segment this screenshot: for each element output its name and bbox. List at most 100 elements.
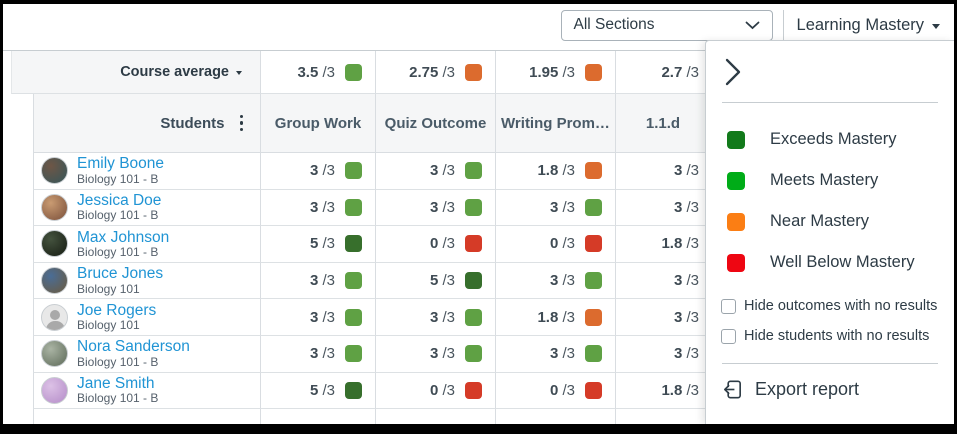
score-cell: 3.5 /3 bbox=[261, 51, 376, 94]
score-cell: 3 /3 bbox=[496, 262, 616, 300]
score-cell: 1.95 /3 bbox=[496, 51, 616, 94]
sections-dropdown[interactable]: All Sections bbox=[560, 9, 773, 41]
column-header-row: Students Group Work Quiz Outcome Writing P… bbox=[3, 94, 711, 153]
mastery-square bbox=[465, 63, 482, 81]
mastery-square bbox=[585, 63, 602, 81]
score-value: 2.7 /3 bbox=[661, 63, 699, 81]
avatar bbox=[41, 267, 68, 295]
score-cell: 0 /3 bbox=[496, 372, 616, 410]
checkbox-icon[interactable] bbox=[721, 328, 736, 344]
mastery-square bbox=[345, 198, 362, 216]
mastery-square bbox=[585, 308, 602, 326]
mastery-square bbox=[345, 162, 362, 180]
score-value: 0 /3 bbox=[429, 235, 455, 253]
score-cell: 2.75 /3 bbox=[376, 51, 496, 94]
avatar-torso bbox=[45, 320, 65, 330]
student-name-link[interactable]: Jane Smith bbox=[77, 374, 155, 392]
mastery-square bbox=[585, 198, 602, 216]
mastery-square bbox=[345, 381, 362, 399]
course-average-cells: 3.5 /3 2.75 /3 1.95 /3 2.7 /3 bbox=[261, 51, 711, 94]
score-cell: 3 /3 bbox=[616, 153, 711, 190]
student-name-link[interactable]: Nora Sanderson bbox=[77, 338, 190, 356]
score-cell: 3 /3 bbox=[496, 189, 616, 227]
learning-mastery-gradebook: All Sections Learning Mastery Course ave… bbox=[3, 4, 954, 424]
score-value: 0 /3 bbox=[549, 235, 575, 253]
student-name-link[interactable]: Jessica Doe bbox=[77, 191, 162, 209]
checkbox-label: Hide students with no results bbox=[744, 328, 930, 344]
outcome-column-header[interactable]: 1.1.d bbox=[616, 94, 711, 153]
score-cell: 1.8 /3 bbox=[616, 372, 711, 410]
learning-mastery-dropdown[interactable]: Learning Mastery bbox=[797, 16, 940, 35]
score-cell: 3 /3 bbox=[616, 335, 711, 373]
mastery-square bbox=[585, 272, 602, 290]
filter-checkboxes: Hide outcomes with no results Hide studen… bbox=[706, 287, 954, 353]
score-value: 3 /3 bbox=[309, 345, 335, 363]
export-report-button[interactable]: Export report bbox=[721, 378, 859, 401]
score-value: 3 /3 bbox=[673, 345, 699, 363]
student-info: Joe Rogers Biology 101 bbox=[77, 302, 156, 333]
score-value: 3 /3 bbox=[309, 308, 335, 326]
student-cell: Max Johnson Biology 101 - B bbox=[33, 226, 261, 263]
gradebook-grid: Course average 3.5 /3 2.75 /3 1.95 /3 2.7 /… bbox=[3, 50, 711, 424]
student-course-label: Biology 101 - B bbox=[77, 208, 159, 223]
empty-cell bbox=[616, 409, 711, 424]
score-cell: 1.8 /3 bbox=[496, 153, 616, 190]
score-value: 5 /3 bbox=[309, 381, 335, 399]
student-cell: Jessica Doe Biology 101 - B bbox=[33, 189, 261, 227]
toolbar-divider bbox=[782, 10, 784, 40]
checkbox-label: Hide outcomes with no results bbox=[744, 298, 938, 314]
students-column-header[interactable]: Students bbox=[33, 94, 261, 153]
student-name-link[interactable]: Emily Boone bbox=[77, 155, 165, 173]
score-cell: 3 /3 bbox=[376, 153, 496, 190]
partial-empty-row bbox=[3, 409, 711, 424]
students-menu-icon[interactable] bbox=[237, 112, 247, 135]
student-name-link[interactable]: Bruce Jones bbox=[77, 265, 164, 283]
avatar bbox=[41, 230, 68, 258]
student-name-link[interactable]: Max Johnson bbox=[77, 228, 170, 246]
score-value: 3 /3 bbox=[673, 162, 699, 180]
legend-item: Meets Mastery bbox=[706, 160, 954, 201]
score-value: 2.75 /3 bbox=[409, 63, 455, 81]
row-gutter bbox=[3, 226, 33, 263]
score-cell: 1.8 /3 bbox=[496, 299, 616, 336]
row-gutter bbox=[3, 263, 33, 300]
avatar bbox=[41, 376, 68, 404]
outcome-column-header[interactable]: Writing Prom… bbox=[496, 94, 616, 153]
filter-checkbox[interactable]: Hide outcomes with no results bbox=[706, 291, 954, 321]
checkbox-icon[interactable] bbox=[721, 298, 736, 314]
score-cell: 3 /3 bbox=[261, 299, 376, 336]
student-row: Jane Smith Biology 101 - B 5 /3 0 /3 0 /3 1.8… bbox=[3, 372, 711, 410]
student-cell: Jane Smith Biology 101 - B bbox=[33, 372, 261, 410]
score-cell: 3 /3 bbox=[376, 299, 496, 336]
mastery-level-square bbox=[727, 171, 745, 190]
outcome-column-header[interactable]: Quiz Outcome bbox=[376, 94, 496, 153]
student-row: Max Johnson Biology 101 - B 5 /3 0 /3 0 /3 1.… bbox=[3, 226, 711, 263]
course-average-header[interactable]: Course average bbox=[11, 51, 261, 94]
student-info: Nora Sanderson Biology 101 - B bbox=[77, 338, 190, 369]
legend-item: Exceeds Mastery bbox=[706, 119, 954, 160]
mastery-square bbox=[465, 235, 482, 253]
score-value: 1.8 /3 bbox=[537, 308, 575, 326]
caret-down-icon bbox=[932, 23, 940, 29]
student-name-link[interactable]: Joe Rogers bbox=[77, 301, 157, 319]
mastery-square bbox=[345, 308, 362, 326]
score-value: 3.5 /3 bbox=[297, 63, 335, 81]
legend-item: Near Mastery bbox=[706, 201, 954, 242]
score-cell: 0 /3 bbox=[496, 226, 616, 263]
mastery-square bbox=[465, 162, 482, 180]
course-average-label: Course average bbox=[120, 64, 229, 80]
score-cell: 3 /3 bbox=[496, 335, 616, 373]
sections-dropdown-value: All Sections bbox=[573, 16, 655, 33]
mastery-level-square bbox=[727, 130, 745, 149]
score-value: 3 /3 bbox=[309, 272, 335, 290]
score-value: 1.8 /3 bbox=[661, 235, 699, 253]
row-gutter bbox=[3, 153, 33, 190]
outcome-column-header[interactable]: Group Work bbox=[261, 94, 376, 153]
avatar bbox=[41, 303, 68, 331]
mastery-square bbox=[585, 235, 602, 253]
mastery-legend: Exceeds Mastery Meets Mastery Near Mastery… bbox=[706, 103, 954, 287]
score-value: 3 /3 bbox=[429, 345, 455, 363]
collapse-panel-button[interactable] bbox=[722, 55, 744, 92]
filter-checkbox[interactable]: Hide students with no results bbox=[706, 321, 954, 351]
